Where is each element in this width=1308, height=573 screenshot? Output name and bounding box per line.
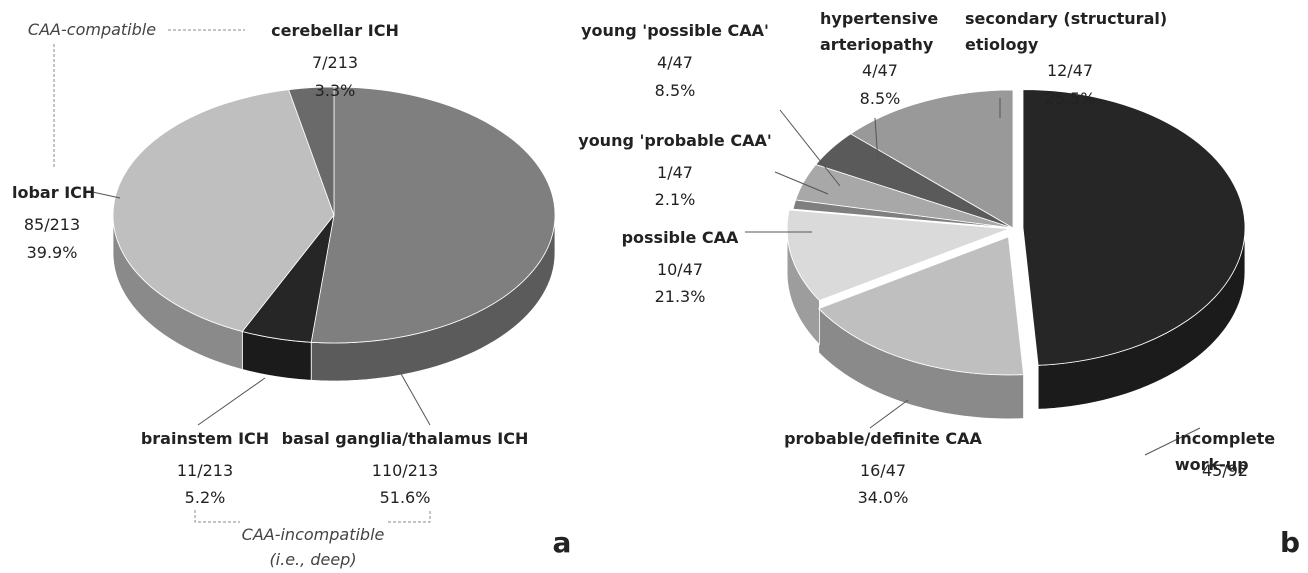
panel-letter: b [1279, 526, 1301, 559]
pie-slice [786, 209, 1010, 301]
slice-name: incomplete work-up [1174, 429, 1276, 474]
slice-count: 4/47 [862, 61, 898, 80]
pie-slice [1022, 89, 1246, 366]
bracket [194, 510, 240, 523]
slice-count: 4/47 [657, 53, 693, 72]
pie-slice [849, 89, 1014, 229]
slice-percent: 39.9% [26, 243, 78, 262]
slice-count: 110/213 [371, 461, 439, 480]
annotation: (i.e., deep) [269, 550, 357, 569]
leader-line [774, 171, 829, 195]
slice-percent: 5.2% [184, 488, 226, 507]
slice-percent: 34.0% [857, 488, 909, 507]
slice-name: cerebellar ICH [271, 21, 399, 40]
pie-slice [818, 236, 1024, 376]
slice-count: 7/213 [311, 53, 359, 72]
slice-count: 10/47 [656, 260, 704, 279]
annotation: CAA-incompatible [241, 525, 385, 544]
pie-slice [310, 86, 556, 344]
slice-count: 16/47 [859, 461, 907, 480]
slice-percent: 25.5% [1044, 89, 1096, 108]
slice-name: probable/definite CAA [784, 429, 982, 448]
slice-name: lobar ICH [12, 183, 96, 202]
leader-line [87, 190, 121, 199]
leader-line [874, 117, 879, 163]
slice-name: secondary (structural) etiology [965, 9, 1168, 54]
panel-letter: a [552, 526, 572, 559]
slice-percent: 8.5% [859, 89, 901, 108]
slice-count: 45/92 [1201, 461, 1249, 480]
slice-count: 12/47 [1046, 61, 1094, 80]
slice-name: young 'probable CAA' [578, 131, 772, 150]
slice-percent: 3.3% [314, 81, 356, 100]
pie-slice [112, 89, 335, 332]
leader-line [197, 377, 266, 426]
pie-slice [288, 86, 335, 216]
leader-line [779, 109, 841, 187]
bracket [388, 510, 431, 523]
slice-name: young 'possible CAA' [581, 21, 769, 40]
leader-line [399, 371, 431, 426]
annotation: CAA-compatible [27, 20, 157, 39]
slice-name: hypertensive arteriopathy [820, 9, 939, 54]
slice-name: possible CAA [621, 228, 739, 247]
slice-name: brainstem ICH [140, 429, 270, 448]
slice-percent: 8.5% [654, 81, 696, 100]
slice-percent: 21.3% [654, 287, 706, 306]
leader-line [1144, 427, 1201, 456]
slice-count: 11/213 [176, 461, 234, 480]
leader-line [869, 399, 909, 429]
slice-percent: 51.6% [379, 488, 431, 507]
slice-count: 85/213 [23, 215, 81, 234]
slice-name: basal ganglia/thalamus ICH [281, 429, 529, 448]
slice-percent: 2.1% [654, 190, 696, 209]
slice-count: 1/47 [657, 163, 693, 182]
